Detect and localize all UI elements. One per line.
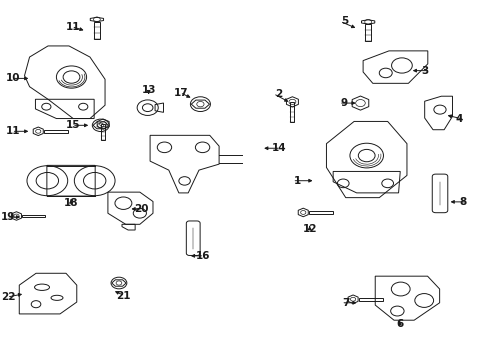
Bar (290, 102, 294, 122)
Text: 14: 14 (272, 143, 286, 153)
Text: 17: 17 (173, 87, 188, 98)
Text: 13: 13 (141, 85, 156, 95)
Text: 9: 9 (340, 98, 347, 108)
Bar (101, 124, 105, 140)
Text: 6: 6 (395, 319, 403, 329)
Text: 8: 8 (458, 197, 466, 207)
Text: 7: 7 (342, 298, 349, 308)
Text: 11: 11 (65, 22, 80, 32)
Text: 1: 1 (293, 176, 301, 186)
Text: 3: 3 (421, 66, 428, 76)
Bar (364, 24, 371, 41)
Bar (44, 130, 68, 133)
Text: 12: 12 (302, 224, 316, 234)
Text: 22: 22 (1, 292, 16, 302)
Text: 11: 11 (6, 126, 20, 136)
Bar (308, 211, 333, 214)
Text: 4: 4 (454, 114, 462, 124)
Text: 10: 10 (6, 73, 20, 84)
Text: 21: 21 (116, 291, 130, 301)
Text: 16: 16 (195, 251, 210, 261)
Text: 20: 20 (134, 204, 148, 214)
Text: 18: 18 (63, 198, 78, 208)
Text: 2: 2 (274, 89, 281, 99)
Bar (93, 22, 100, 39)
Bar (22, 215, 45, 217)
Bar (358, 298, 383, 301)
Text: 19: 19 (1, 212, 16, 222)
Text: 5: 5 (341, 16, 348, 26)
Text: 15: 15 (66, 120, 81, 130)
